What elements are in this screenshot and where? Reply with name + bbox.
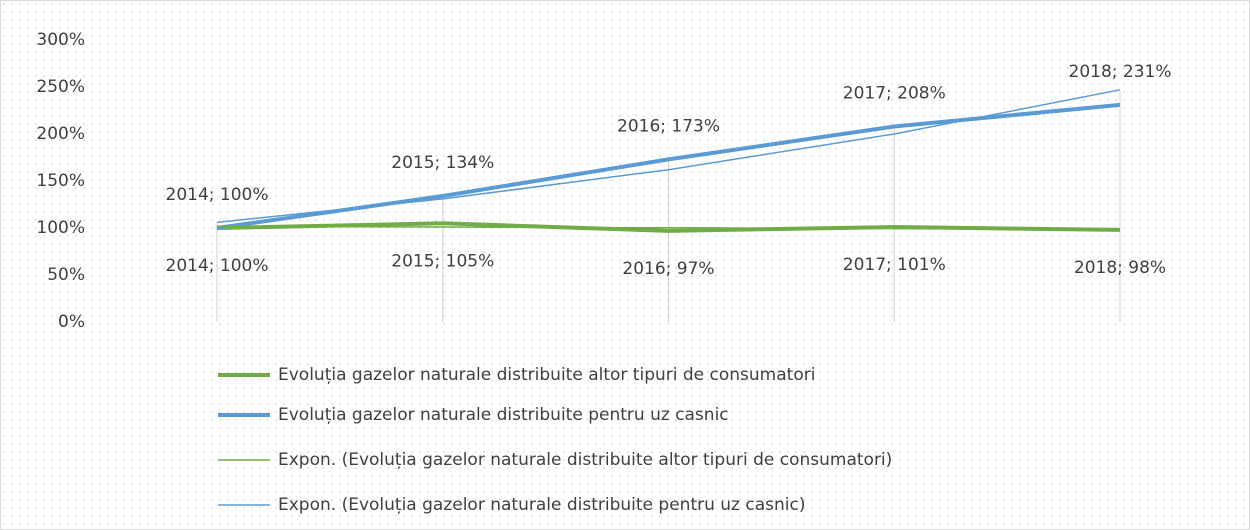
data-label: 2018; 231%	[1069, 62, 1172, 82]
data-label: 2014; 100%	[166, 185, 269, 205]
data-label: 2015; 134%	[391, 153, 494, 173]
y-tick-label: 200%	[36, 124, 85, 144]
y-tick-label: 0%	[58, 312, 85, 332]
data-label: 2016; 173%	[617, 116, 720, 136]
y-tick-label: 100%	[36, 218, 85, 238]
legend-label: Expon. (Evoluția gazelor naturale distri…	[278, 450, 892, 470]
data-label: 2015; 105%	[391, 251, 494, 271]
trend-line	[216, 225, 1121, 231]
trend-line	[216, 89, 1121, 224]
y-tick-label: 300%	[36, 30, 85, 50]
y-tick-label: 150%	[36, 171, 85, 191]
legend-label: Evoluția gazelor naturale distribuite pe…	[278, 405, 729, 425]
data-label: 2017; 101%	[843, 255, 946, 275]
data-label: 2018; 98%	[1074, 258, 1166, 278]
y-tick-label: 50%	[47, 265, 85, 285]
data-label: 2014; 100%	[166, 256, 269, 276]
data-label: 2016; 97%	[622, 259, 714, 279]
data-line	[216, 221, 1121, 233]
legend-label: Evoluția gazelor naturale distribuite al…	[278, 365, 815, 385]
y-tick-label: 250%	[36, 77, 85, 97]
legend-label: Expon. (Evoluția gazelor naturale distri…	[278, 495, 805, 515]
data-label: 2017; 208%	[843, 83, 946, 103]
